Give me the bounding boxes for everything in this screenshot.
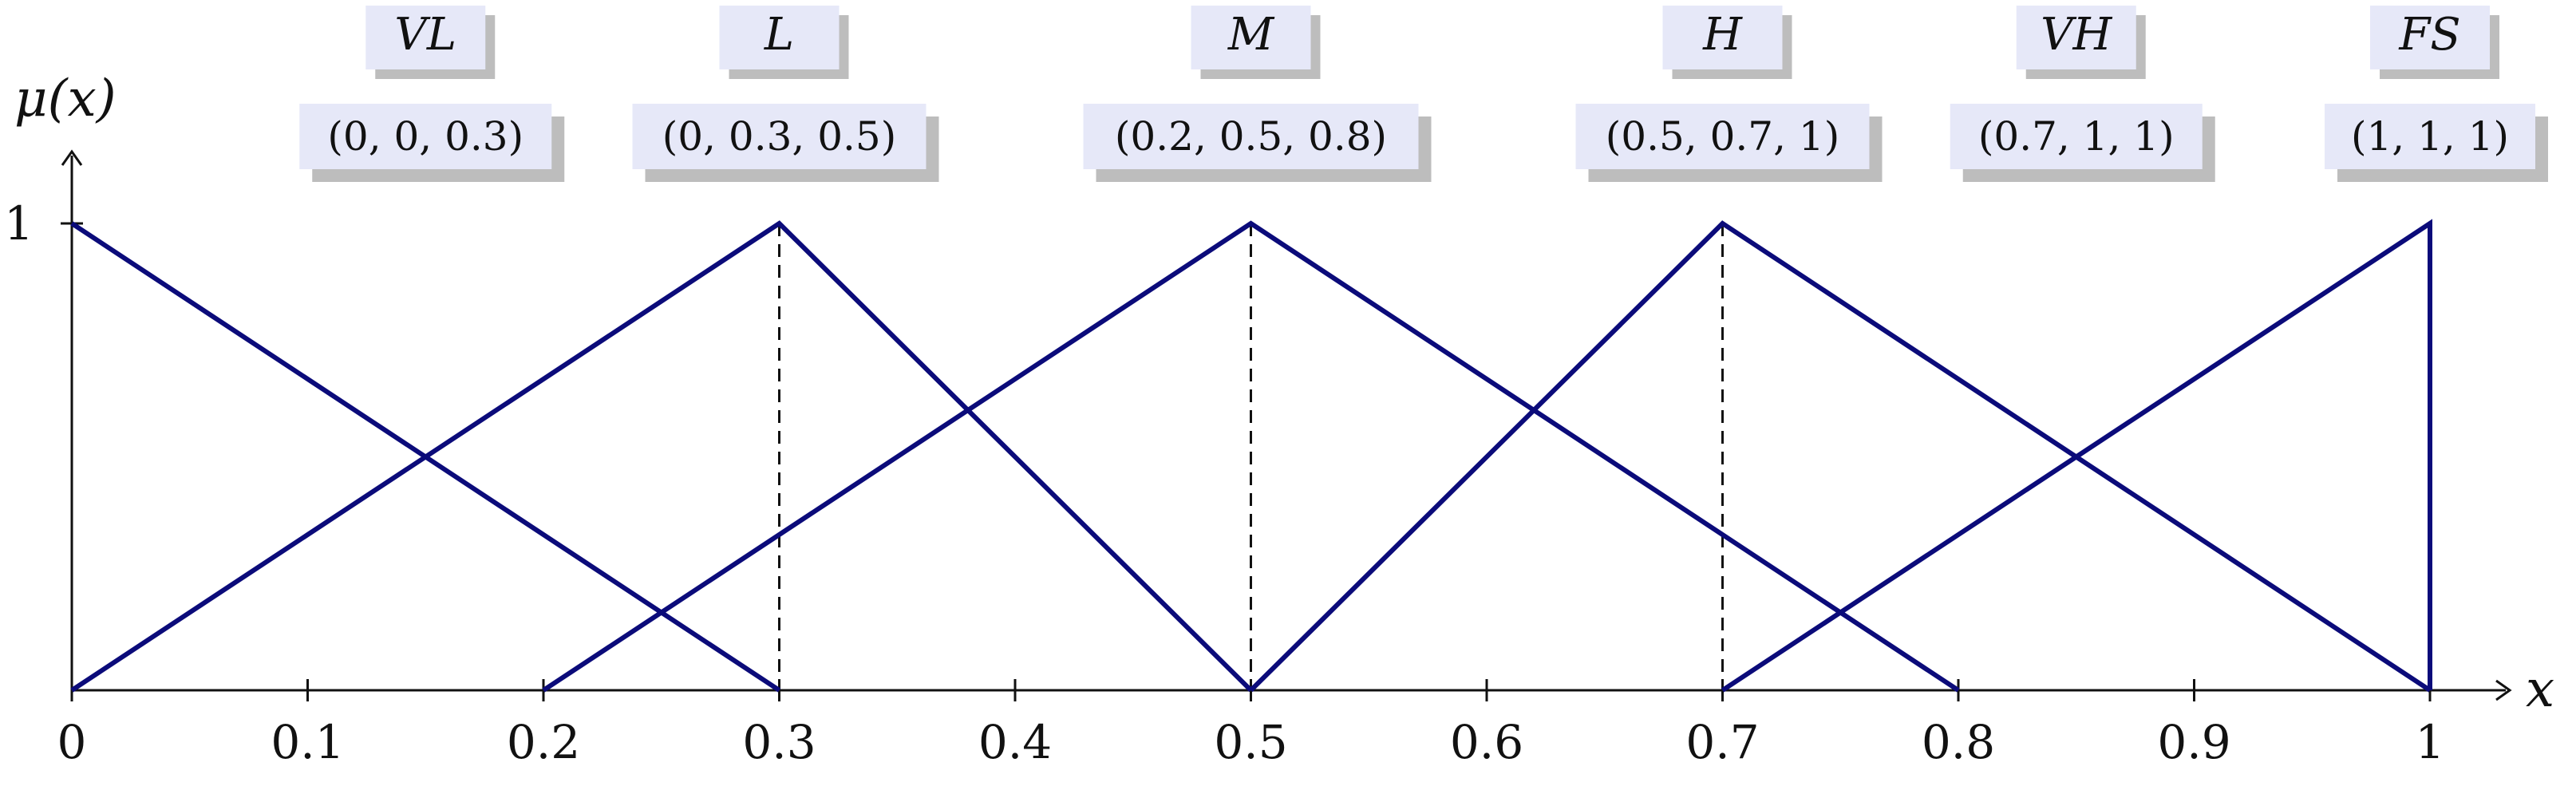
x-tick-label: 0.3 (742, 715, 816, 769)
y-axis-arrow (61, 149, 83, 166)
x-tick-label: 0.8 (1922, 715, 1995, 769)
set-params-label: (0.5, 0.7, 1) (1606, 113, 1839, 160)
set-name-label: FS (2398, 9, 2460, 61)
x-tick-label: 0 (57, 715, 87, 769)
set-name-box (1191, 6, 1311, 69)
x-axis-arrow (2495, 679, 2512, 701)
x-axis-label: x (2526, 660, 2554, 719)
set-name-label: VL (394, 9, 456, 61)
set-name-box (2370, 6, 2490, 69)
set-params-label: (0, 0.3, 0.5) (662, 113, 896, 160)
x-tick-label: 0.5 (1214, 715, 1287, 769)
series-m-line (542, 220, 1960, 693)
series-lines (70, 219, 2432, 693)
series-l-line (70, 220, 1253, 693)
set-name-label: M (1227, 9, 1275, 61)
set-params-box (1950, 104, 2203, 169)
peak-guides (778, 223, 1724, 690)
set-params-label: (0, 0, 0.3) (327, 113, 523, 160)
set-params-box (632, 104, 926, 169)
set-name-box (2016, 6, 2136, 69)
x-tick-label: 0.2 (507, 715, 580, 769)
series-h-line (1249, 220, 2432, 693)
set-name-label: VH (2041, 9, 2112, 61)
x-tick-label: 0.7 (1685, 715, 1759, 769)
set-params-box (299, 104, 552, 169)
x-tick-label: 0.4 (978, 715, 1052, 769)
x-tick-label: 0.1 (271, 715, 344, 769)
axes: x μ(x) (14, 69, 2554, 719)
set-params-label: (0.2, 0.5, 0.8) (1115, 113, 1387, 160)
set-params-box (2325, 104, 2535, 169)
x-tick-label: 1 (2416, 715, 2445, 769)
set-params-box (1083, 104, 1419, 169)
set-params-box (1575, 104, 1870, 169)
set-params-label: (1, 1, 1) (2351, 113, 2509, 160)
set-name-box (719, 6, 840, 69)
set-name-box (1662, 6, 1783, 69)
set-name-box (365, 6, 486, 69)
y-tick-label: 1 (4, 196, 34, 251)
tick-marks: 0 0.1 0.2 0.3 0.4 0.5 0.6 0.7 0.8 0.9 1 1 (4, 196, 2444, 769)
set-params-label: (0.7, 1, 1) (1978, 113, 2175, 160)
set-labels: VL (0, 0, 0.3) L (0, 0.3, 0.5) M (0.2, 0.5, 0… (299, 6, 2548, 182)
x-tick-label: 0.6 (1450, 715, 1523, 769)
set-name-label: L (764, 9, 794, 61)
x-tick-label: 0.9 (2157, 715, 2230, 769)
set-name-label: H (1702, 9, 1743, 61)
y-axis-label: μ(x) (14, 69, 117, 128)
